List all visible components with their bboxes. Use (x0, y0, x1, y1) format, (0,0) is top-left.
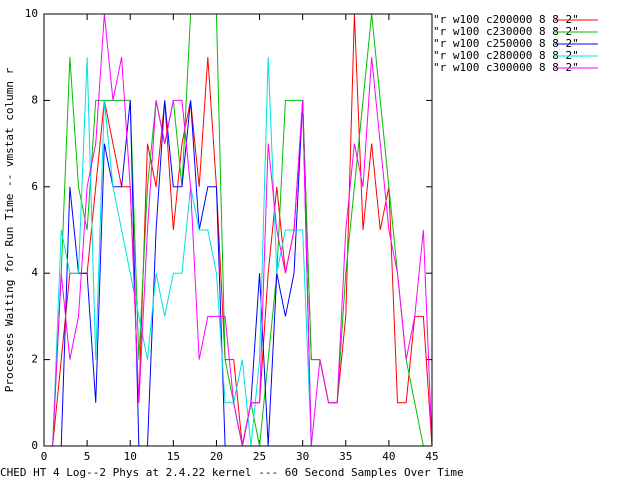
x-tick-label: 25 (253, 450, 266, 463)
series-line (44, 57, 432, 447)
legend-label: "r w100 c280000 8 8 2" (433, 49, 579, 62)
y-tick-label: 10 (25, 7, 38, 20)
x-tick-label: 45 (425, 450, 438, 463)
y-tick-label: 0 (31, 439, 38, 452)
series-line (44, 13, 433, 447)
x-tick-label: 10 (124, 450, 137, 463)
x-tick-label: 20 (210, 450, 223, 463)
x-tick-label: 15 (167, 450, 180, 463)
y-tick-label: 4 (31, 266, 38, 279)
legend-label: "r w100 c250000 8 8 2" (433, 37, 579, 50)
legend-label: "r w100 c200000 8 8 2" (433, 13, 579, 26)
y-tick-label: 8 (31, 93, 38, 106)
x-tick-label: 0 (41, 450, 48, 463)
x-tick-label: 40 (382, 450, 395, 463)
x-tick-label: 35 (339, 450, 352, 463)
plot-frame (43, 13, 433, 447)
y-tick-label: 2 (31, 353, 38, 366)
x-tick-label: 30 (296, 450, 309, 463)
x-tick-label: 5 (84, 450, 91, 463)
legend-label: "r w100 c230000 8 8 2" (433, 25, 579, 38)
y-axis-label: Processes Waiting for Run Time -- vmstat… (3, 67, 16, 392)
x-axis-label: CHED HT 4 Log--2 Phys at 2.4.22 kernel -… (0, 466, 464, 479)
series-line (44, 13, 433, 447)
legend-label: "r w100 c300000 8 8 2" (433, 61, 579, 74)
y-tick-label: 6 (31, 180, 38, 193)
